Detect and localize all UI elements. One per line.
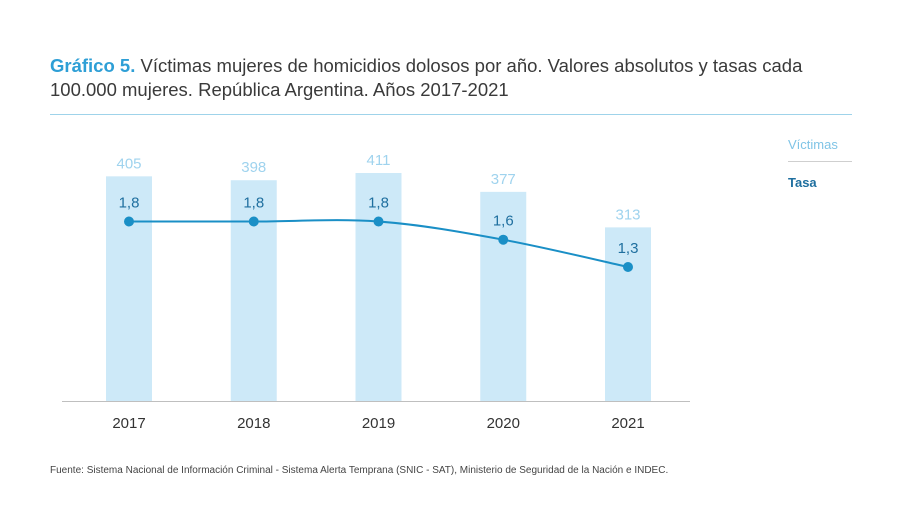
bar-2018	[230, 180, 277, 401]
legend-divider	[788, 161, 852, 162]
bar-label-2020: 377	[491, 171, 516, 188]
chart-title-text: Víctimas mujeres de homicidios dolosos p…	[50, 55, 803, 100]
rate-label-2017: 1,8	[119, 195, 140, 212]
rate-point-2017	[124, 216, 134, 227]
bar-2021	[605, 227, 651, 401]
rate-label-2018: 1,8	[243, 195, 264, 212]
rate-point-2021	[623, 262, 633, 272]
x-tick-label-2019: 2019	[362, 415, 395, 432]
bar-label-2019: 411	[367, 152, 391, 169]
bar-label-2017: 405	[116, 155, 141, 172]
rate-point-2018	[248, 216, 259, 227]
chart-title-label: Gráfico 5.	[50, 55, 136, 76]
rate-point-2020	[498, 234, 509, 245]
legend-victimas: Víctimas	[788, 137, 838, 152]
title-divider	[50, 114, 852, 115]
x-tick-label-2017: 2017	[112, 415, 145, 432]
x-tick-label-2020: 2020	[487, 415, 520, 432]
source-note: Fuente: Sistema Nacional de Información …	[50, 465, 669, 476]
bar-label-2021: 313	[615, 206, 640, 223]
rate-point-2019	[373, 216, 384, 227]
rate-label-2020: 1,6	[493, 213, 514, 230]
x-tick-label-2018: 2018	[237, 415, 270, 432]
rate-label-2021: 1,3	[618, 240, 639, 257]
bar-label-2018: 398	[241, 159, 266, 176]
bar-2017	[106, 176, 152, 401]
bar-2020	[480, 191, 527, 401]
legend-tasa: Tasa	[788, 175, 817, 190]
chart-title: Gráfico 5. Víctimas mujeres de homicidio…	[50, 54, 870, 102]
bar-2019	[355, 173, 402, 401]
x-tick-label-2021: 2021	[611, 415, 644, 432]
rate-label-2019: 1,8	[368, 195, 389, 212]
